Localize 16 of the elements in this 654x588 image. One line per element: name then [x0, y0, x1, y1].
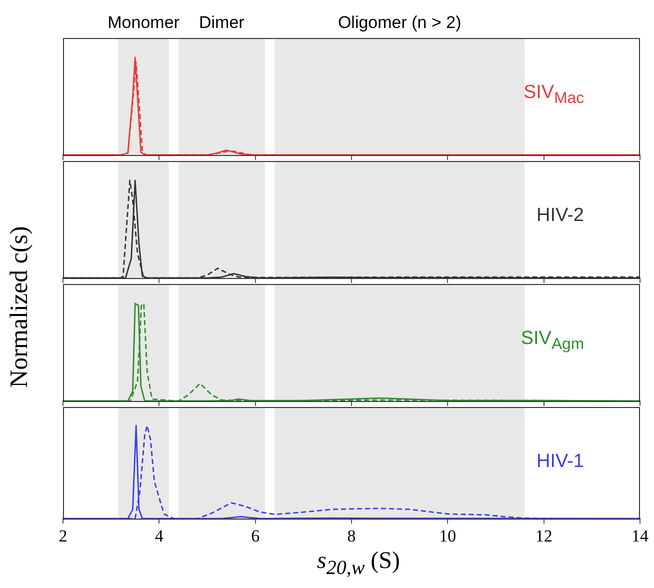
band-label: Oligomer (n > 2) — [338, 13, 462, 32]
x-tick-label: 14 — [632, 526, 649, 546]
annotation: HIV-1 — [536, 451, 584, 474]
band-label: Dimer — [199, 13, 245, 32]
annotation: SIV$_{Agm}$ — [520, 328, 584, 354]
x-tick-label: 4 — [154, 526, 164, 546]
x-tick-label: 10 — [439, 526, 456, 546]
x-tick-label: 6 — [251, 526, 260, 546]
y-axis-title: Normalized c(s) — [6, 226, 34, 388]
annotation: SIV$_{Mac}$ — [523, 82, 584, 108]
x-tick-label: 12 — [535, 526, 552, 546]
x-axis-title: s$_{20,w}$ (S) — [316, 548, 402, 580]
x-tick-label: 8 — [347, 526, 356, 546]
x-tick-label: 2 — [58, 526, 68, 546]
band-label: Monomer — [108, 13, 180, 32]
annotation: HIV-2 — [536, 205, 584, 228]
